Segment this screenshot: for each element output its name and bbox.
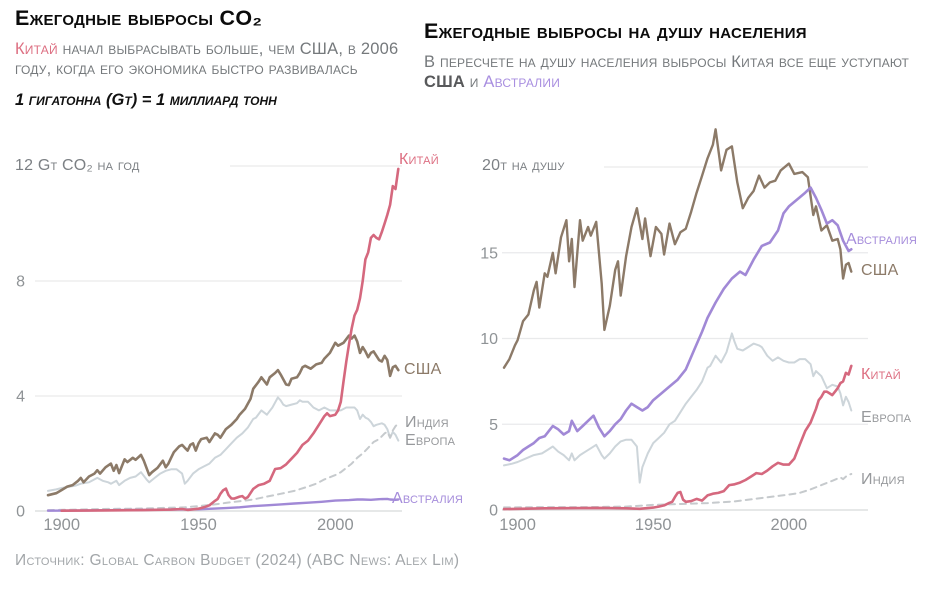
series-label-india: Индия [405,414,449,431]
left-y-axis-unit-label: 12 Gт CO₂ на год [15,157,140,174]
left-subtitle-text: начал выбрасывать больше, чем США, в 200… [15,40,399,78]
series-line-europe [47,396,400,492]
y-tick-label-0: 0 [489,503,498,520]
series-line-india [47,422,400,512]
series-label-europe: Европа [405,432,456,449]
australia-highlight-text: Австралии [483,73,561,91]
right-panel-header: Ежегодные выбросы на душу населения В пе… [424,19,936,92]
series-label-australia: Австралия [392,490,463,507]
series-line-europe [503,332,853,484]
right-chart-subtitle: В пересчете на душу населения выбросы Ки… [424,52,936,92]
series-label-australia: Австралия [846,231,917,248]
x-tick-label-1950: 1950 [635,516,672,534]
gigatonne-definition-note: 1 гигатонна (Gт) = 1 миллиард тонн [15,91,277,109]
series-line-australia [46,497,400,512]
y-tick-label-5: 5 [489,417,498,434]
y-tick-label-10: 10 [480,331,498,348]
annual-emissions-chart: 0 4 8 1900 1950 2000 12 Gт CO₂ на год Китай С… [15,148,480,540]
series-line-china [502,364,853,511]
right-y-axis-unit-label: 20т на душу [482,157,565,174]
series-label-china: Китай [399,151,439,168]
left-chart-title: Ежегодные выбросы CO₂ [15,6,263,30]
series-label-europe: Европа [861,409,912,426]
left-panel-header: Ежегодные выбросы CO₂ Китай начал выбрас… [15,6,420,110]
x-tick-label-1900: 1900 [499,516,536,534]
series-label-india: Индия [861,471,905,488]
y-tick-label-15: 15 [480,245,498,262]
source-attribution: Источник: Global Carbon Budget (2024) (A… [15,552,460,569]
series-line-india [503,473,853,509]
series-line-usa [46,334,400,497]
series-label-usa: США [404,361,442,378]
series-label-china: Китай [861,366,901,383]
y-tick-label-8: 8 [16,274,25,291]
series-line-australia [502,186,853,462]
series-line-usa [502,128,853,369]
series-label-usa: США [861,262,899,279]
series-line-china [60,167,400,513]
right-chart-title: Ежегодные выбросы на душу населения [424,19,807,43]
usa-highlight-text: США [424,73,466,91]
y-tick-label-0: 0 [16,504,25,521]
per-capita-emissions-chart: 0 5 10 15 1900 1950 2000 20т на душу Австралия… [424,120,938,540]
x-tick-label-2000: 2000 [771,516,808,534]
left-chart-subtitle: Китай начал выбрасывать больше, чем США,… [15,39,420,79]
x-tick-label-1900: 1900 [43,516,80,534]
right-subtitle-text: В пересчете на душу населения выбросы Ки… [424,53,910,71]
y-tick-label-4: 4 [16,389,25,406]
right-subtitle-conjunction: и [465,73,484,91]
per-capita-emissions-plot: 0 5 10 15 1900 1950 2000 [480,128,868,534]
x-tick-label-2000: 2000 [317,516,354,534]
x-tick-label-1950: 1950 [180,516,217,534]
china-highlight-text: Китай [15,40,58,58]
annual-emissions-plot: 0 4 8 1900 1950 2000 [16,165,402,534]
